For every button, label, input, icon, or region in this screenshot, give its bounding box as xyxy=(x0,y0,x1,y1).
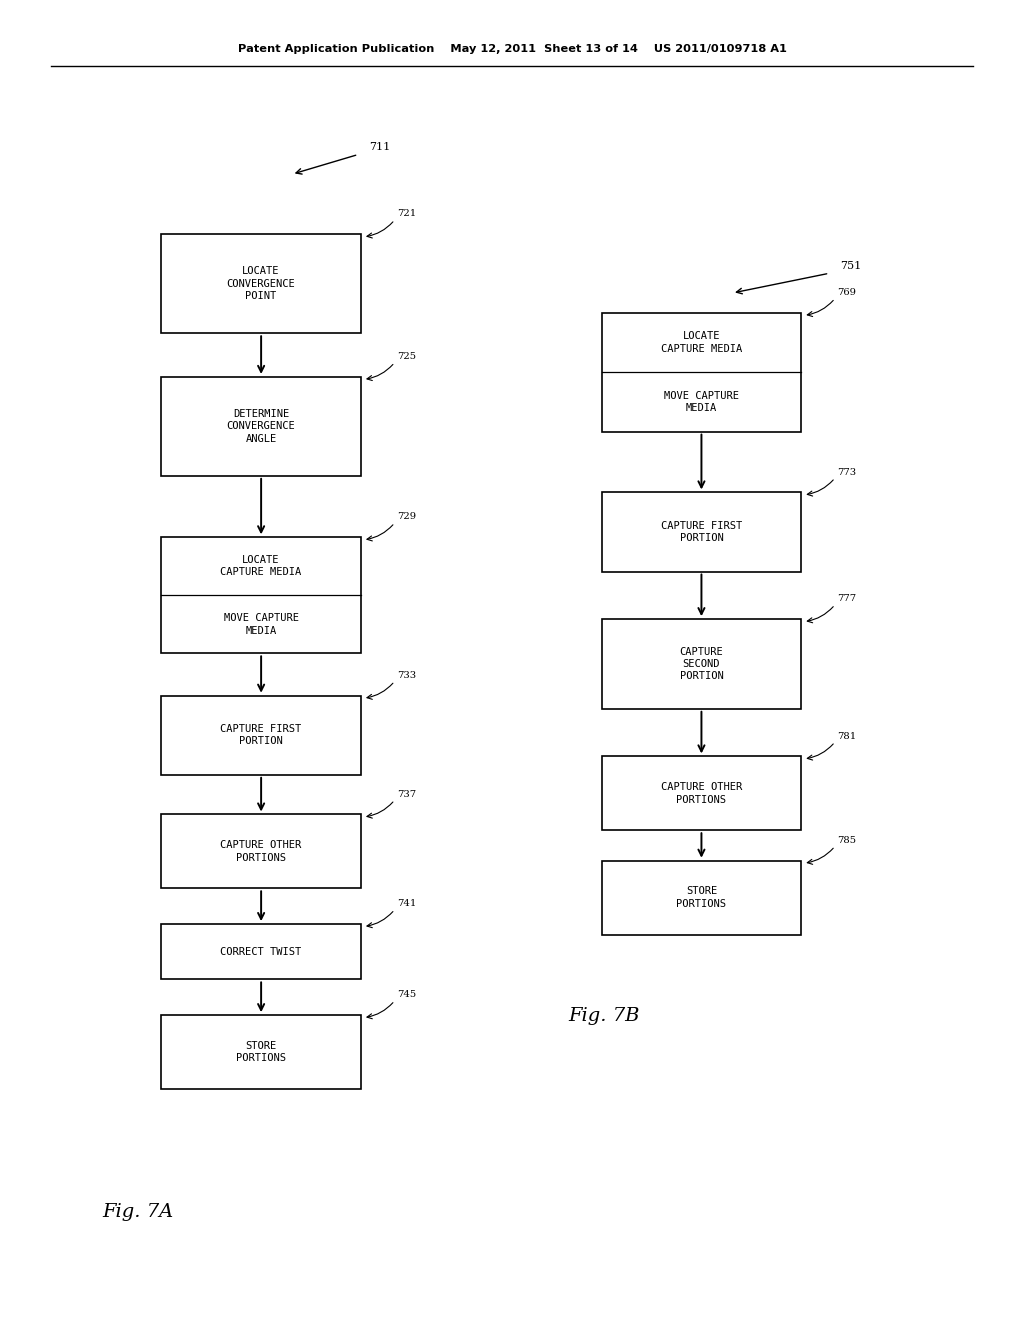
Bar xyxy=(162,1015,361,1089)
Text: CAPTURE OTHER
PORTIONS: CAPTURE OTHER PORTIONS xyxy=(660,783,742,804)
Text: 769: 769 xyxy=(838,288,856,297)
Text: CAPTURE FIRST
PORTION: CAPTURE FIRST PORTION xyxy=(220,725,302,746)
Text: LOCATE
CONVERGENCE
POINT: LOCATE CONVERGENCE POINT xyxy=(226,267,296,301)
Text: 725: 725 xyxy=(397,352,416,360)
Bar xyxy=(602,492,801,572)
Bar xyxy=(162,814,361,888)
Text: CAPTURE OTHER
PORTIONS: CAPTURE OTHER PORTIONS xyxy=(220,841,302,862)
Bar xyxy=(162,378,361,475)
Bar xyxy=(602,313,801,432)
Bar xyxy=(602,861,801,935)
Bar xyxy=(602,756,801,830)
Text: 737: 737 xyxy=(397,789,416,799)
Bar xyxy=(602,619,801,709)
Text: 777: 777 xyxy=(838,594,856,603)
Text: 721: 721 xyxy=(397,210,416,218)
Text: Patent Application Publication    May 12, 2011  Sheet 13 of 14    US 2011/010971: Patent Application Publication May 12, 2… xyxy=(238,44,786,54)
Text: 751: 751 xyxy=(840,260,861,271)
Text: LOCATE
CAPTURE MEDIA: LOCATE CAPTURE MEDIA xyxy=(660,331,742,354)
Text: 733: 733 xyxy=(397,671,416,680)
Bar xyxy=(162,924,361,979)
Text: 745: 745 xyxy=(397,990,416,999)
Text: 729: 729 xyxy=(397,512,416,521)
Bar xyxy=(162,696,361,775)
Text: Fig. 7A: Fig. 7A xyxy=(102,1203,174,1221)
Bar xyxy=(162,235,361,333)
Text: CORRECT TWIST: CORRECT TWIST xyxy=(220,946,302,957)
Text: 711: 711 xyxy=(369,141,390,152)
Text: MOVE CAPTURE
MEDIA: MOVE CAPTURE MEDIA xyxy=(664,391,739,413)
Text: STORE
PORTIONS: STORE PORTIONS xyxy=(677,887,726,908)
Text: 785: 785 xyxy=(838,836,856,845)
Text: 773: 773 xyxy=(838,467,856,477)
Text: MOVE CAPTURE
MEDIA: MOVE CAPTURE MEDIA xyxy=(223,614,299,635)
Text: CAPTURE
SECOND
PORTION: CAPTURE SECOND PORTION xyxy=(680,647,723,681)
Text: Fig. 7B: Fig. 7B xyxy=(568,1007,640,1026)
Text: 741: 741 xyxy=(397,899,416,908)
Text: 781: 781 xyxy=(838,731,856,741)
Bar xyxy=(162,537,361,653)
Text: STORE
PORTIONS: STORE PORTIONS xyxy=(237,1041,286,1063)
Text: CAPTURE FIRST
PORTION: CAPTURE FIRST PORTION xyxy=(660,521,742,543)
Text: LOCATE
CAPTURE MEDIA: LOCATE CAPTURE MEDIA xyxy=(220,556,302,577)
Text: DETERMINE
CONVERGENCE
ANGLE: DETERMINE CONVERGENCE ANGLE xyxy=(226,409,296,444)
